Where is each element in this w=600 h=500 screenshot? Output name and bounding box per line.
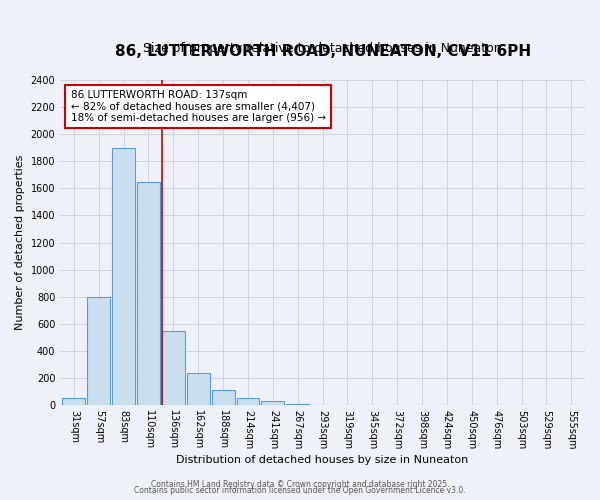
Title: Size of property relative to detached houses in Nuneaton: Size of property relative to detached ho…: [143, 42, 502, 55]
Bar: [137, 182, 160, 405]
Y-axis label: Number of detached properties: Number of detached properties: [15, 155, 25, 330]
Text: 86, LUTTERWORTH ROAD, NUNEATON, CV11 6PH: 86, LUTTERWORTH ROAD, NUNEATON, CV11 6PH: [115, 44, 530, 59]
Bar: [286, 404, 309, 405]
Bar: [162, 330, 185, 405]
Text: 86 LUTTERWORTH ROAD: 137sqm
← 82% of detached houses are smaller (4,407)
18% of : 86 LUTTERWORTH ROAD: 137sqm ← 82% of det…: [71, 90, 326, 123]
Text: Contains public sector information licensed under the Open Government Licence v3: Contains public sector information licen…: [134, 486, 466, 495]
Bar: [212, 390, 235, 405]
X-axis label: Distribution of detached houses by size in Nuneaton: Distribution of detached houses by size …: [176, 455, 469, 465]
Bar: [112, 148, 135, 405]
Text: Contains HM Land Registry data © Crown copyright and database right 2025.: Contains HM Land Registry data © Crown c…: [151, 480, 449, 489]
Bar: [187, 372, 209, 405]
Bar: [87, 296, 110, 405]
Bar: [236, 398, 259, 405]
Bar: [262, 401, 284, 405]
Bar: [62, 398, 85, 405]
